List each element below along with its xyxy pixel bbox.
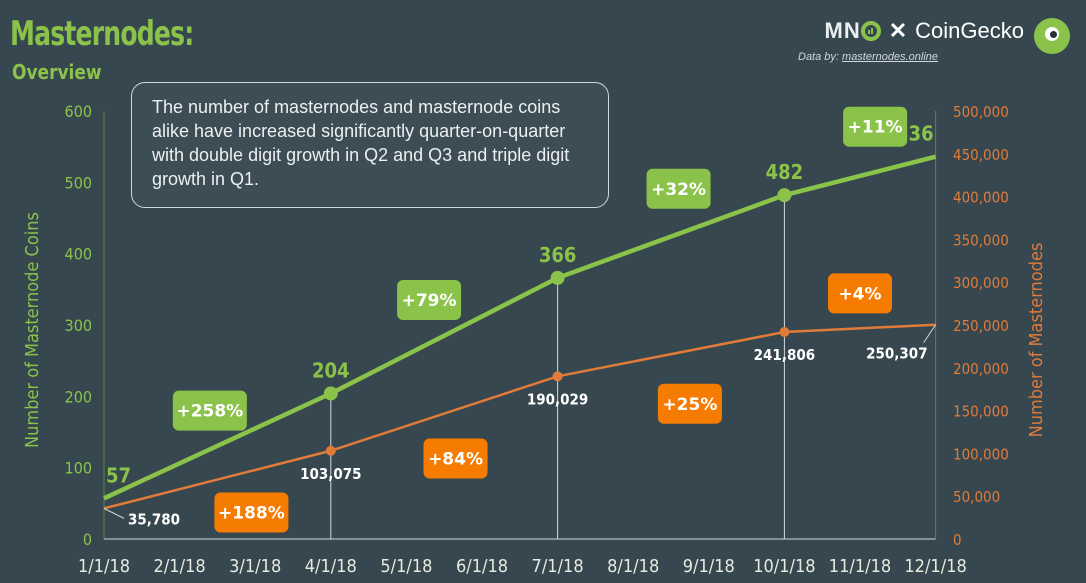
summary-note: The number of masternodes and masternode… [131, 82, 609, 208]
masternodes-label-leader [923, 324, 937, 344]
masternodes-label-leader [103, 507, 125, 519]
coingecko-logo-text: CoinGecko [915, 18, 1024, 43]
mno-logo: MN [825, 18, 881, 44]
mno-logo-text: MN [824, 18, 861, 43]
y-right-tick-label: 50,000 [953, 488, 1000, 506]
growth-badge-label: +11% [848, 118, 903, 138]
growth-badge-label: +4% [838, 284, 881, 304]
growth-badge [843, 106, 908, 147]
y-left-tick-label: 200 [65, 387, 92, 406]
y-right-tick-label: 450,000 [953, 146, 1009, 164]
data-credit-prefix: Data by: [798, 51, 839, 63]
growth-badge-label: +188% [218, 503, 285, 523]
coins-data-label: 366 [539, 243, 577, 267]
y-right-tick-label: 350,000 [953, 231, 1009, 249]
x-tick-label: 2/1/18 [154, 556, 206, 577]
x-tick-label: 5/1/18 [380, 556, 432, 577]
y-left-tick-label: 400 [65, 245, 92, 264]
coins-data-label: 204 [312, 358, 350, 382]
y-right-tick-label: 200,000 [953, 360, 1009, 378]
x-tick-label: 6/1/18 [456, 556, 508, 577]
data-credit-source: masternodes.online [842, 51, 939, 63]
x-tick-label: 12/1/18 [904, 556, 966, 577]
brand-logo: MN ✕ CoinGecko [825, 18, 1025, 44]
coins-data-point [550, 270, 565, 285]
masternodes-data-label: 250,307 [866, 345, 927, 363]
growth-badge-label: +258% [176, 402, 243, 422]
masternodes-data-point [325, 445, 336, 456]
masternodes-data-label: 190,029 [527, 390, 588, 408]
x-tick-label: 3/1/18 [229, 556, 281, 577]
masternodes-data-point [779, 327, 790, 338]
coins-data-point [323, 386, 338, 401]
y-left-tick-label: 600 [65, 102, 92, 121]
y-left-tick-label: 100 [65, 459, 92, 478]
x-tick-label: 11/1/18 [829, 556, 891, 577]
coins-data-point [777, 188, 792, 203]
growth-badge-label: +32% [651, 180, 706, 200]
masternodes-data-point [552, 371, 563, 382]
y-right-tick-label: 400,000 [953, 189, 1009, 207]
x-tick-label: 1/1/18 [78, 556, 130, 577]
growth-badge [423, 438, 488, 479]
gecko-icon [1034, 18, 1070, 54]
mno-o-icon [860, 21, 881, 41]
growth-badge [646, 168, 711, 209]
y-right-tick-label: 150,000 [953, 403, 1009, 421]
x-tick-label: 9/1/18 [683, 556, 735, 577]
y-right-axis-title: Number of Masternodes [1026, 243, 1047, 438]
page-title: Masternodes: [10, 14, 194, 54]
growth-badge [828, 273, 892, 314]
x-tick-label: 10/1/18 [753, 556, 815, 577]
page-subtitle: Overview [12, 60, 102, 84]
growth-badge [214, 492, 289, 533]
growth-badge-label: +84% [428, 450, 483, 470]
masternodes-data-label: 103,075 [300, 465, 361, 483]
growth-badge [172, 390, 247, 431]
y-right-tick-label: 300,000 [953, 274, 1009, 292]
coins-data-label: 57 [106, 463, 131, 487]
x-tick-label: 4/1/18 [305, 556, 357, 577]
y-right-tick-label: 250,000 [953, 317, 1009, 335]
y-right-tick-label: 0 [953, 531, 962, 549]
growth-badge-label: +79% [402, 291, 457, 311]
x-tick-label: 7/1/18 [532, 556, 584, 577]
coins-data-label: 482 [766, 160, 804, 184]
brand-cross: ✕ [888, 18, 908, 43]
y-left-tick-label: 500 [65, 173, 92, 192]
y-left-tick-label: 0 [83, 530, 92, 549]
x-tick-label: 8/1/18 [607, 556, 659, 577]
growth-badge-label: +25% [662, 395, 717, 415]
growth-badge [397, 280, 462, 321]
y-left-axis-title: Number of Masternode Coins [22, 212, 43, 448]
y-right-tick-label: 100,000 [953, 445, 1009, 463]
masternodes-data-label: 35,780 [128, 510, 180, 528]
y-right-tick-label: 500,000 [953, 103, 1009, 121]
growth-badge [657, 383, 722, 424]
masternodes-data-label: 241,806 [754, 346, 815, 364]
y-left-tick-label: 300 [65, 316, 92, 335]
data-credit: Data by: masternodes.online [798, 51, 938, 63]
